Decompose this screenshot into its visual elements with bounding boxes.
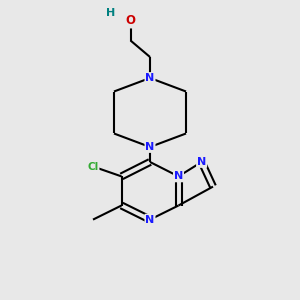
Text: N: N xyxy=(174,171,183,182)
Text: N: N xyxy=(146,214,154,225)
Text: O: O xyxy=(125,14,136,28)
Text: H: H xyxy=(106,8,116,19)
Text: N: N xyxy=(146,73,154,83)
Text: N: N xyxy=(197,157,206,167)
Text: N: N xyxy=(146,142,154,152)
Text: Cl: Cl xyxy=(87,161,99,172)
